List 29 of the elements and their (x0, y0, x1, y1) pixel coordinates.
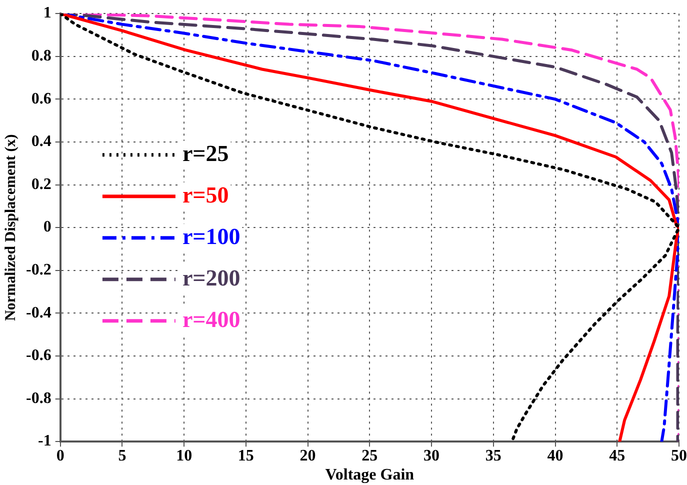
y-tick-label: 0.6 (31, 90, 52, 108)
y-tick-label: 0.8 (31, 48, 52, 65)
y-axis-title: Normalized Displacement (x) (2, 134, 19, 321)
y-tick-label: 0 (43, 218, 52, 236)
y-tick-label: 0.4 (31, 133, 52, 150)
x-tick-label: 30 (424, 447, 440, 464)
x-tick-label: 35 (485, 447, 502, 464)
x-axis-title: Voltage Gain (325, 466, 414, 484)
legend-label: r=200 (182, 265, 240, 290)
x-tick-label: 5 (118, 447, 126, 464)
x-tick-label: 25 (362, 447, 378, 464)
y-tick-label: -0.2 (26, 262, 52, 279)
y-tick-label: 0.2 (31, 176, 52, 193)
y-tick-label: -1 (38, 432, 52, 450)
y-tick-label: -0.4 (26, 304, 52, 322)
legend-label: r=25 (182, 140, 229, 166)
y-tick-label: -0.8 (26, 390, 52, 407)
legend-label: r=50 (182, 182, 229, 208)
legend-label: r=400 (182, 306, 240, 332)
x-tick-label: 10 (176, 447, 192, 464)
y-tick-label: 1 (43, 4, 52, 22)
x-tick-label: 50 (671, 447, 687, 464)
legend-label: r=100 (182, 224, 240, 249)
y-tick-label: -0.6 (26, 347, 52, 364)
x-tick-label: 45 (609, 447, 626, 464)
x-tick-label: 40 (547, 447, 564, 464)
x-tick-label: 15 (238, 447, 254, 464)
x-tick-label: 20 (300, 447, 316, 464)
x-tick-label: 0 (56, 447, 64, 464)
